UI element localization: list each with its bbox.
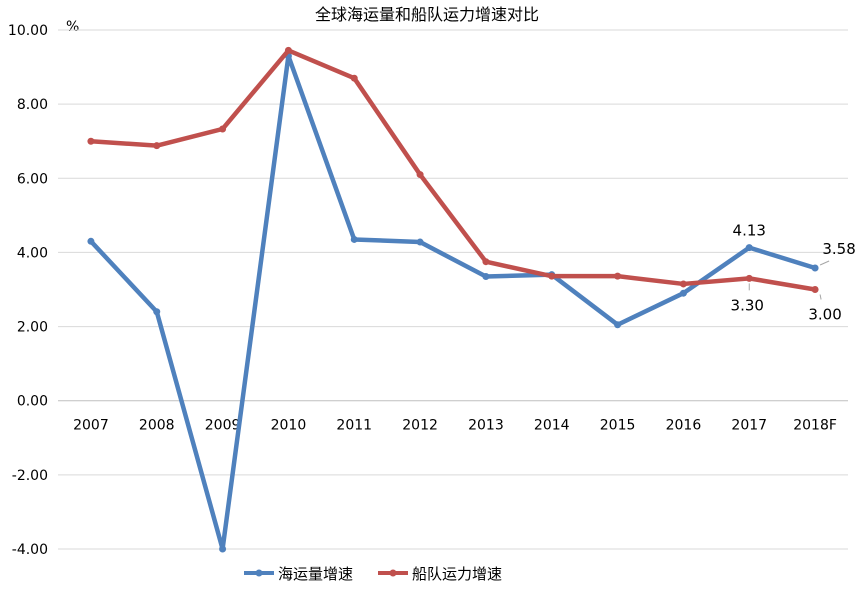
y-tick-label: 0.00: [17, 394, 48, 410]
data-point: [416, 238, 424, 246]
label-leader-line: [819, 294, 822, 300]
data-point: [482, 273, 490, 281]
data-label: 3.00: [808, 306, 841, 324]
x-tick-label: 2007: [73, 418, 109, 434]
gridlines: [58, 29, 848, 550]
data-point: [219, 545, 227, 553]
chart-title: 全球海运量和船队运力增速对比: [315, 5, 539, 24]
data-point: [219, 125, 227, 133]
x-axis-ticks: 2007 2008 2009 2010 2011 2012 2013 2014 2015 2016…: [73, 418, 837, 434]
legend-item-2: 船队运力增速: [378, 565, 502, 583]
x-tick-label: 2016: [666, 418, 702, 434]
series-lines: [87, 46, 819, 553]
data-point: [284, 46, 292, 54]
data-label: 3.58: [822, 240, 855, 258]
data-point: [811, 286, 819, 293]
data-point: [548, 272, 556, 280]
x-tick-label: 2012: [402, 418, 438, 434]
series-line: [88, 48, 818, 292]
data-point: [87, 237, 95, 245]
x-tick-label: 2009: [205, 418, 241, 434]
x-tick-label: 2010: [271, 418, 307, 434]
legend-marker: [255, 569, 263, 577]
y-tick-label: 8.00: [17, 97, 48, 113]
x-tick-label: 2008: [139, 418, 175, 434]
data-point: [153, 142, 161, 150]
data-labels: 4.13 3.58 3.30 3.00: [731, 222, 855, 324]
series-2: [87, 46, 819, 293]
series-line: [88, 53, 818, 552]
y-tick-label: 4.00: [17, 245, 48, 261]
data-point: [811, 264, 819, 272]
x-tick-label: 2015: [600, 418, 636, 434]
legend: 海运量增速 船队运力增速: [244, 565, 502, 583]
data-label: 4.13: [733, 222, 766, 240]
legend-label: 海运量增速: [278, 565, 353, 583]
x-tick-label: 2018F: [793, 418, 837, 434]
data-point: [614, 321, 622, 329]
legend-marker: [389, 569, 397, 577]
y-axis-ticks: -4.00 -2.00 0.00 2.00 4.00 6.00 8.00 10.00: [8, 23, 48, 558]
data-point: [482, 258, 490, 266]
data-point: [679, 280, 687, 288]
data-point: [745, 274, 753, 282]
data-point: [679, 289, 687, 297]
data-point: [87, 137, 95, 145]
series-1: [87, 52, 819, 553]
label-leader-line: [819, 260, 830, 266]
data-point: [745, 244, 753, 252]
y-tick-label: -4.00: [12, 542, 48, 558]
x-tick-label: 2013: [468, 418, 504, 434]
data-point: [350, 74, 358, 82]
data-point: [153, 308, 161, 316]
unit-label: %: [66, 19, 79, 35]
data-point: [350, 235, 358, 243]
y-tick-label: 10.00: [8, 23, 48, 39]
y-tick-label: 2.00: [17, 320, 48, 336]
legend-item-1: 海运量增速: [244, 565, 353, 583]
data-point: [416, 171, 424, 179]
x-tick-label: 2017: [731, 418, 767, 434]
y-tick-label: -2.00: [12, 468, 48, 484]
legend-label: 船队运力增速: [412, 565, 502, 583]
y-tick-label: 6.00: [17, 171, 48, 187]
data-label: 3.30: [731, 296, 764, 314]
x-tick-label: 2011: [336, 418, 372, 434]
x-tick-label: 2014: [534, 418, 570, 434]
data-point: [614, 272, 622, 280]
